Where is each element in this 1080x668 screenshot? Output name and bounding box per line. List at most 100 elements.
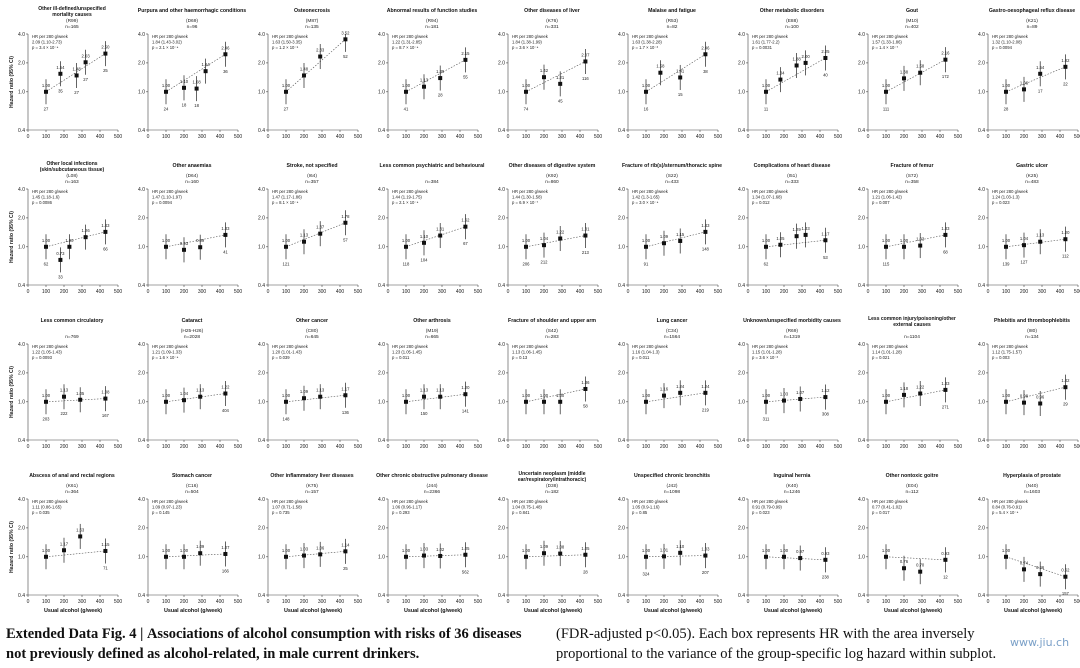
x-tick-label: 300 <box>78 289 87 295</box>
y-tick-label: 0.4 <box>978 283 985 289</box>
x-tick-label: 400 <box>96 599 105 605</box>
x-tick-label: 0 <box>747 289 750 295</box>
panel-title: Other arthrosis <box>413 318 451 324</box>
x-tick-label: 400 <box>456 134 465 140</box>
y-tick-label: 2.0 <box>258 526 265 532</box>
x-tick-label: 500 <box>1074 599 1080 605</box>
x-tick-label: 400 <box>336 599 345 605</box>
panel-stat: HR per 280 g/week <box>632 189 669 194</box>
x-tick-label: 500 <box>114 599 123 605</box>
panel-stat: HR per 280 g/week <box>992 189 1029 194</box>
panel-title: Malaise and fatigue <box>648 8 696 14</box>
hr-point <box>74 73 79 78</box>
y-tick-label: 4.0 <box>498 32 505 38</box>
hr-label: 1.12 <box>821 388 830 393</box>
hr-point <box>67 244 72 249</box>
x-tick-label: 300 <box>1038 289 1047 295</box>
case-count-label: 24 <box>164 106 169 111</box>
panel-code: (I51) <box>787 173 797 179</box>
panel: Unspecified chronic bronchitis (J42) n=10… <box>618 473 722 614</box>
panel-stat: 1.07 (0.71-1.58) <box>272 505 302 510</box>
panel-stat: HR per 280 g/week <box>392 189 429 194</box>
hr-point <box>902 392 906 397</box>
trend-line <box>525 554 586 558</box>
hr-label: 0.99 <box>196 238 205 243</box>
x-tick-label: 100 <box>402 444 411 450</box>
y-tick-label: 1.0 <box>618 245 625 251</box>
hr-point <box>62 548 66 553</box>
hr-label: 0.76 <box>900 559 909 564</box>
hr-label: 1.00 <box>1002 238 1011 243</box>
y-tick-label: 2.0 <box>978 526 985 532</box>
figure-caption: Extended Data Fig. 4 | Associations of a… <box>6 624 541 664</box>
hr-point <box>803 232 808 237</box>
hr-point <box>644 244 648 249</box>
hr-label: 1.00 <box>402 393 411 398</box>
panel-title: Osteonecrosis <box>294 8 330 14</box>
panel-stat: 1.84 (1.38-1.99) <box>512 40 542 45</box>
panel-title: Gout <box>906 8 918 14</box>
panel: Unknown/unspecified morbidity causes (R69… <box>738 318 842 450</box>
x-tick-label: 200 <box>900 289 909 295</box>
hr-label: 1.00 <box>1002 393 1011 398</box>
panel-stat: p = 0.011 <box>632 355 650 360</box>
x-tick-label: 100 <box>1002 599 1011 605</box>
y-tick-label: 0.4 <box>618 593 625 599</box>
x-tick-label: 400 <box>456 444 465 450</box>
panel-n: n=89 <box>1027 24 1038 30</box>
x-tick-label: 200 <box>300 289 309 295</box>
panel: Other anaemias (D64) n=160 0.4 1.0 2.0 4.0 0 10… <box>138 163 242 295</box>
case-count-label: 203 <box>43 416 51 421</box>
y-tick-label: 2.0 <box>138 371 145 377</box>
panel-title: Complications of heart disease <box>754 163 831 169</box>
hr-point <box>658 70 663 75</box>
x-tick-label: 200 <box>420 289 429 295</box>
y-tick-label: 0.4 <box>858 283 865 289</box>
case-count-label: 136 <box>342 410 350 415</box>
x-tick-label: 500 <box>354 444 363 450</box>
panel-stat: 1.05 (0.9-1.16) <box>632 505 660 510</box>
x-tick-label: 100 <box>282 599 291 605</box>
trend-line <box>285 394 346 403</box>
panel-code: (K21) <box>1026 18 1038 24</box>
y-tick-label: 0.4 <box>138 593 145 599</box>
case-count-label: 67 <box>463 241 468 246</box>
hr-point <box>1038 572 1043 577</box>
panel-code: (H25-H26) <box>181 328 204 334</box>
x-tick-label: 400 <box>936 134 945 140</box>
x-tick-label: 200 <box>660 444 669 450</box>
hr-point <box>1004 554 1008 559</box>
case-count-label: 121 <box>283 261 291 266</box>
x-tick-label: 100 <box>522 444 531 450</box>
panel-stat: HR per 280 g/week <box>272 344 309 349</box>
panel-stat: 0.77 (0.41-1.02) <box>872 505 902 510</box>
hr-point <box>542 243 546 248</box>
hr-point <box>662 554 666 559</box>
panel-stat: 1.84 (1.43-3.02) <box>152 40 182 45</box>
panel-code: (C16) <box>186 483 198 489</box>
y-tick-label: 1.0 <box>258 555 265 561</box>
panel-stat: p = 6.9 × 10⁻⁷ <box>512 200 539 205</box>
y-tick-label: 4.0 <box>858 497 865 503</box>
hr-label: 1.00 <box>65 238 74 243</box>
y-tick-label: 1.0 <box>138 245 145 251</box>
case-count-label: 271 <box>942 404 950 409</box>
panel-stat: HR per 280 g/week <box>752 34 789 39</box>
x-tick-label: 500 <box>954 134 963 140</box>
case-count-label: 40 <box>823 73 828 78</box>
hr-label: 1.10 <box>420 234 429 239</box>
x-tick-label: 500 <box>234 289 243 295</box>
panel: Cataract (H25-H26) n=2028 0.4 1.0 2.0 4.0 0 100… <box>138 318 242 450</box>
y-tick-label: 1.0 <box>378 90 385 96</box>
hr-point <box>83 235 88 240</box>
hr-point <box>542 75 546 80</box>
panel-n: n=504 <box>185 489 199 495</box>
hr-label: 1.00 <box>42 393 51 398</box>
panel-n: n=2366 <box>424 489 440 495</box>
hr-label: 0.93 <box>821 551 830 556</box>
x-tick-label: 200 <box>780 134 789 140</box>
panel-stat: 1.06 (0.96-1.17) <box>392 505 422 510</box>
hr-label: 1.36 <box>581 380 590 385</box>
panel-n: n=163 <box>65 179 79 185</box>
y-tick-label: 2.0 <box>498 526 505 532</box>
